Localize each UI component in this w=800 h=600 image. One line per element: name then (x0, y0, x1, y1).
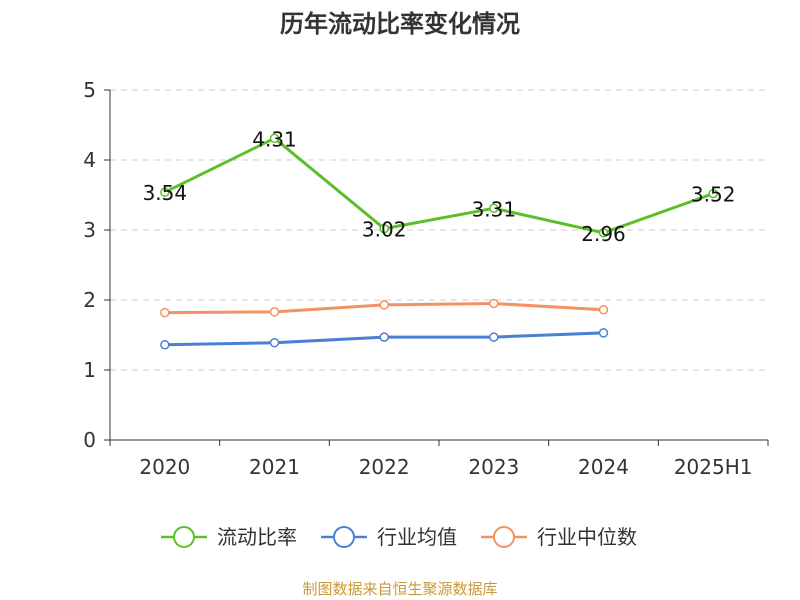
data-point (269, 307, 280, 317)
data-point (598, 228, 609, 238)
data-label: 2.96 (581, 222, 626, 246)
data-point (708, 188, 718, 199)
y-tick-label: 0 (83, 428, 96, 452)
data-point (379, 332, 389, 342)
x-tick-label: 2020 (139, 455, 190, 479)
legend-label: 流动比率 (217, 525, 297, 549)
source-note: 制图数据来自恒生聚源数据库 (302, 580, 497, 598)
data-point (489, 203, 499, 214)
x-tick-label: 2022 (359, 455, 410, 479)
x-tick-label: 2025H1 (674, 455, 753, 479)
data-point (379, 300, 389, 310)
y-tick-label: 4 (83, 148, 96, 172)
y-tick-label: 3 (83, 218, 96, 242)
data-point (160, 307, 170, 318)
data-point (160, 187, 170, 197)
x-tick-label: 2024 (578, 455, 629, 479)
data-point (598, 305, 609, 315)
legend-marker (173, 526, 195, 548)
y-tick-label: 5 (83, 78, 96, 102)
x-tick-label: 2021 (249, 455, 300, 479)
grid-lines (110, 89, 768, 371)
legend: 流动比率 行业均值 行业中位数 (161, 525, 637, 549)
axes: 0 1 2 3 4 5 2020 2021 2022 2023 2024 2025H1 (83, 78, 769, 479)
data-point (379, 223, 389, 234)
data-label: 3.02 (362, 218, 407, 242)
legend-marker (333, 526, 355, 548)
x-tick-label: 2023 (468, 455, 519, 479)
legend-label: 行业中位数 (537, 525, 637, 549)
y-tick-label: 1 (83, 358, 96, 382)
series-line (164, 136, 714, 235)
data-point (489, 332, 499, 342)
legend-label: 行业均值 (377, 525, 457, 549)
data-label: 3.54 (143, 181, 188, 205)
data-label: 3.52 (691, 183, 736, 207)
data-point (269, 337, 280, 348)
data-label: 4.31 (252, 127, 297, 151)
series-lines (160, 133, 718, 350)
y-tick-label: 2 (83, 288, 96, 312)
chart-title: 历年流动比率变化情况 (280, 10, 520, 38)
data-point (598, 328, 609, 338)
legend-marker (493, 526, 515, 548)
data-point (269, 133, 280, 144)
data-label: 3.31 (472, 197, 517, 221)
data-labels: 3.54 4.31 3.02 3.31 2.96 3.52 (143, 127, 736, 246)
data-point (489, 298, 499, 309)
data-point (160, 340, 170, 350)
